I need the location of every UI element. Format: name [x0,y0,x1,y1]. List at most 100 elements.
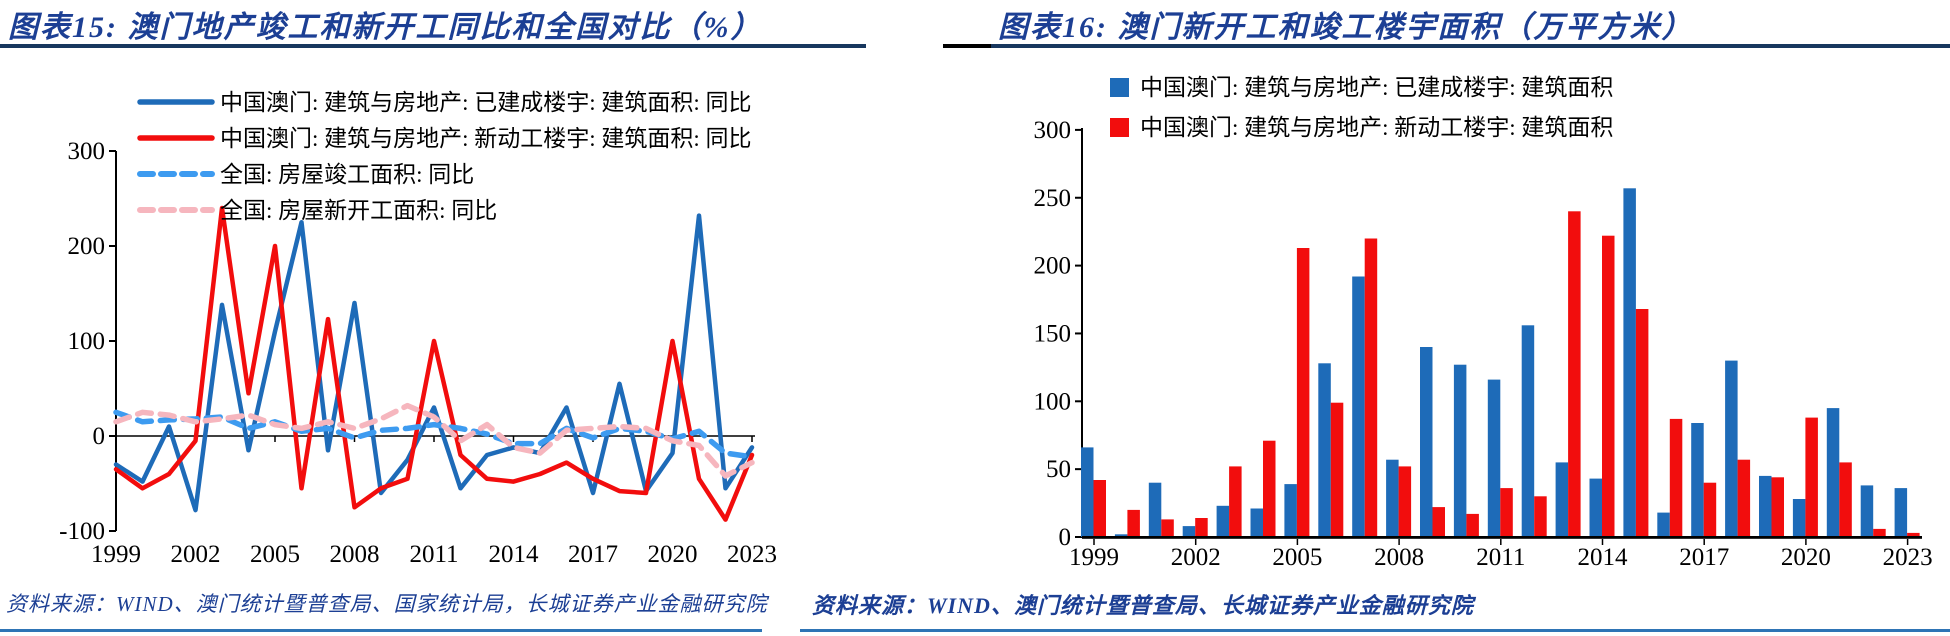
bar-starts-2007 [1364,238,1378,537]
y-axis-label: 100 [1034,388,1072,415]
x-axis-label: 2002 [1171,544,1221,571]
bar-starts-2014 [1602,235,1615,537]
x-axis-label: 2014 [489,541,540,568]
legend-item-0: 中国澳门: 建筑与房地产: 已建成楼宇: 建筑面积 [1110,75,1613,100]
bar-completed-2023 [1894,488,1908,537]
figure16-source: 资料来源：WIND、澳门统计暨普查局、长城证券产业金融研究院 [812,593,1474,618]
bar-completed-2002 [1182,526,1196,537]
y-axis-label: 250 [1034,185,1072,212]
bar-starts-2016 [1669,418,1683,537]
bar-starts-2022 [1873,528,1886,537]
bar-starts-2011 [1500,488,1513,537]
x-axis-label: 2011 [409,541,458,568]
figure16-title: 图表16: 澳门新开工和竣工楼宇面积（万平方米） [998,11,1694,44]
y-axis-label: 200 [68,233,106,260]
x-axis-label: 1999 [91,541,141,568]
bar-completed-1999 [1081,447,1094,537]
bar-starts-2023 [1907,532,1920,537]
bar-completed-2022 [1860,485,1874,537]
x-axis-label: 2008 [330,541,380,568]
legend-item-2: 全国: 房屋竣工面积: 同比 [137,162,474,187]
bar-starts-2013 [1568,211,1581,538]
bar-completed-2014 [1589,478,1602,537]
y-axis-label: -100 [59,518,105,545]
y-axis-label: 300 [1034,117,1072,144]
x-axis-label: 2005 [1272,544,1322,571]
x-axis-label: 2020 [1781,544,1831,571]
bar-completed-2008 [1386,459,1399,537]
figure15-title: 图表15: 澳门地产竣工和新开工同比和全国对比（%） [8,11,763,44]
legend-label: 全国: 房屋竣工面积: 同比 [220,162,474,187]
bar-starts-2005 [1296,248,1310,537]
legend-label: 中国澳门: 建筑与房地产: 新动工楼宇: 建筑面积: 同比 [220,126,752,151]
x-axis-label: 1999 [1069,544,1119,571]
x-axis [1082,536,1922,539]
bar-starts-2009 [1432,507,1445,537]
legend-item-1: 中国澳门: 建筑与房地产: 新动工楼宇: 建筑面积 [1110,115,1613,140]
bar-completed-2018 [1725,360,1738,537]
figure16-title-rule-black-segment [943,44,991,48]
legend-label: 中国澳门: 建筑与房地产: 已建成楼宇: 建筑面积 [1140,75,1613,100]
bar-completed-2016 [1657,512,1670,537]
bar-starts-2002 [1195,518,1208,537]
bar-starts-2003 [1229,466,1242,537]
series-line-0 [113,213,755,513]
legend-label: 中国澳门: 建筑与房地产: 已建成楼宇: 建筑面积: 同比 [220,90,752,115]
series-line-3 [113,402,755,479]
y-axis-label: 200 [1034,253,1072,280]
figure15-title-rule [0,44,866,48]
bar-completed-2015 [1623,188,1636,538]
legend-item-0: 中国澳门: 建筑与房地产: 已建成楼宇: 建筑面积: 同比 [137,90,752,115]
y-axis-label: 150 [1034,320,1072,347]
legend-label: 全国: 房屋新开工面积: 同比 [220,198,497,223]
bar-starts-2000 [1127,509,1140,537]
x-axis-label: 2008 [1374,544,1424,571]
legend-item-1: 中国澳门: 建筑与房地产: 新动工楼宇: 建筑面积: 同比 [137,126,752,151]
bar-completed-2006 [1318,363,1331,537]
bar-completed-2019 [1759,475,1772,537]
bar-starts-2015 [1635,309,1649,537]
figure16-title-rule [991,44,1950,48]
bar-starts-2006 [1330,402,1344,537]
y-axis-label: 0 [1059,524,1072,551]
bar-completed-2003 [1216,505,1230,537]
bar-completed-2004 [1250,508,1263,537]
bar-starts-2004 [1263,440,1276,537]
legend-swatch [1110,118,1129,137]
x-axis-label: 2002 [171,541,221,568]
y-axis-label: 0 [93,423,106,450]
y-axis-label: 100 [68,328,106,355]
bar-starts-2020 [1805,417,1818,537]
legend-swatch [1110,78,1129,97]
x-axis-label: 2023 [1883,544,1933,571]
bar-starts-2010 [1466,513,1479,537]
bar-starts-1999 [1093,480,1106,537]
bar-starts-2019 [1771,477,1784,537]
bar-completed-2017 [1691,423,1704,537]
x-axis-label: 2017 [1679,544,1729,571]
bar-starts-2008 [1398,466,1412,537]
bar-completed-2000 [1114,534,1128,537]
bar-completed-2012 [1521,325,1535,537]
x-axis-label: 2023 [727,541,777,568]
bar-starts-2001 [1161,519,1174,537]
bar-starts-2017 [1703,482,1717,537]
y-axis-label: 50 [1046,456,1071,483]
x-axis-label: 2017 [568,541,618,568]
bar-completed-2013 [1555,462,1569,537]
bar-completed-2001 [1148,482,1162,537]
figure16-bar-chart: 0 50 100 150 200 250 300 1999 2002 2005 2008 2011 20… [1034,75,1933,571]
bar-completed-2005 [1284,484,1297,537]
figure15-bottom-rule [0,629,762,632]
y-axis-label: 300 [68,138,106,165]
bar-completed-2021 [1826,408,1840,537]
x-axis-label: 2014 [1578,544,1629,571]
bar-completed-2011 [1487,379,1501,537]
bar-completed-2020 [1792,499,1806,537]
figure16-bottom-rule [800,629,1950,632]
legend-item-3: 全国: 房屋新开工面积: 同比 [137,198,497,223]
x-axis-label: 2011 [1476,544,1525,571]
figure15-source: 资料来源：WIND、澳门统计暨普查局、国家统计局，长城证券产业金融研究院 [6,592,768,616]
